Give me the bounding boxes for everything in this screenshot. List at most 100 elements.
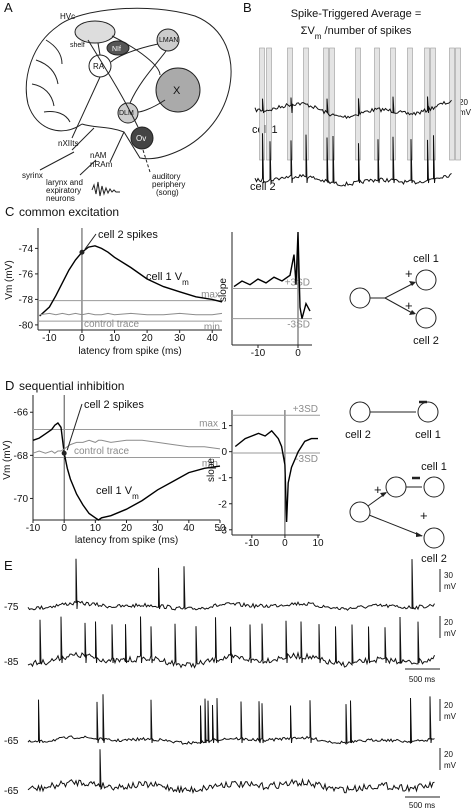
larynx-label: expiratory [46,186,81,195]
cell-circle [415,269,437,291]
cell-circle [417,401,439,423]
spike-marker [61,450,67,456]
panel-label: E [4,558,13,573]
cell-circle [349,287,371,309]
panel-label: C [5,204,14,219]
panel-label: B [243,0,252,15]
auditory-label: (song) [156,188,179,197]
scale-value: 30 [444,571,453,580]
y-tick-label: -66 [14,408,29,419]
cell-2-trace [254,133,452,187]
panel-label: A [4,0,13,15]
series-label: control trace [84,319,139,330]
auditory-label: auditory [152,172,180,181]
cell-circle [415,307,437,329]
x-tick-label: 30 [174,333,186,344]
cerebellum-folds [31,39,71,123]
level-label: -65 [4,786,19,797]
x-tick-label: 10 [90,523,102,534]
x-axis-label: latency from spike (ms) [75,535,178,546]
time-label: 500 ms [409,675,435,684]
level-label: -75 [4,602,19,613]
x-tick-label: 10 [312,538,324,549]
series-line [32,422,221,521]
formula: ΣVm /number of spikes [301,25,412,41]
cell-circle [349,401,371,423]
sign: + [405,298,413,313]
plot: -10 0 slope +3SD -3SD [218,231,312,359]
region-label: nXIIts [58,139,78,148]
region-label: DLM [119,110,134,117]
spike-window [374,47,380,161]
region-label: nRAm [90,160,113,169]
formula-rest: /number of spikes [321,25,411,37]
x-tick-label: -10 [26,523,41,534]
recording-trace [27,558,435,611]
annotation-arrow [66,403,83,451]
x-tick-label: 20 [142,333,154,344]
y-axis-label: slope [206,458,217,482]
reference-label: max [201,290,220,301]
ov [130,126,154,150]
x-tick-label: 0 [61,523,67,534]
series-line [234,429,318,523]
y-tick-label: 1 [221,421,227,432]
motor-outputs [39,151,97,176]
syrinx-label: syrinx [22,171,43,180]
plot-title: sequential inhibition [19,379,124,393]
scale-unit: mV [444,712,457,721]
series-label: cell 1 Vm [96,485,139,501]
series-line [39,245,223,317]
annotation-arrow [84,233,97,250]
cell-label: cell 2 [421,553,447,565]
cell-1-trace [254,96,452,120]
panel-b: B Spike-Triggered Average = ΣVm /number … [243,0,472,193]
spike-window [323,47,329,161]
annotation: cell 2 spikes [84,399,144,411]
nif [106,40,130,56]
x-axis-label: latency from spike (ms) [78,346,181,357]
cell-label: cell 2 [345,429,371,441]
spike-marker [79,249,85,255]
y-tick-label: -2 [218,499,227,510]
series-name: control trace [74,446,129,457]
larynx-label: larynx and [46,178,83,187]
series-subscript: m [132,492,139,501]
y-axis-label: Vm (mV) [2,440,13,479]
reference-label: -3SD [295,454,318,465]
auditory-label: periphery [152,180,185,189]
plot-title: common excitation [19,205,119,219]
y-axis-label: Vm (mV) [4,260,15,299]
cell-label: cell 2 [250,181,276,193]
scale-unit: mV [444,761,457,770]
song-icon [91,181,120,197]
connections [71,35,167,139]
x-tick-label: 50 [214,523,226,534]
cell-label: cell 1 [421,461,447,473]
y-tick-label: -3 [218,525,227,536]
series-label: cell 1 Vm [146,271,189,287]
region-label: X [173,85,181,97]
area-x [155,67,201,113]
auditory-pathway [142,149,151,173]
sign: + [405,266,413,281]
reference-label: +3SD [293,404,318,415]
y-tick-label: -70 [14,494,29,505]
region-label: NIf [112,46,121,53]
larynx-label: neurons [46,194,75,203]
cerebellum [25,25,83,132]
reference-label: min [204,322,220,333]
scale-unit: mV [444,582,457,591]
series-subscript: m [182,278,189,287]
level-label: -85 [4,657,19,668]
scale-value: 20 [444,618,453,627]
panel-title: Spike-Triggered Average = [291,8,422,20]
scale-unit: mV [444,629,457,638]
time-label: 500 ms [409,801,435,810]
